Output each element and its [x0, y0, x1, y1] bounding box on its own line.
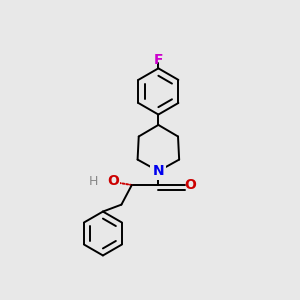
Text: H: H: [89, 176, 98, 188]
Text: O: O: [107, 174, 119, 188]
Text: N: N: [153, 164, 164, 178]
Text: F: F: [154, 53, 163, 67]
Text: O: O: [184, 178, 196, 192]
